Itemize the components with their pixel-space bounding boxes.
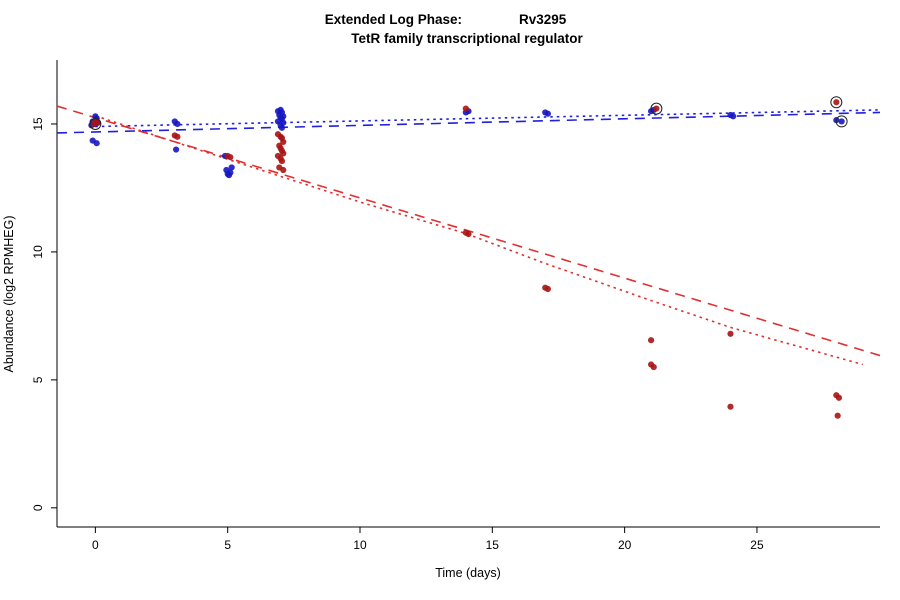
data-point-red bbox=[727, 403, 734, 410]
data-point-red bbox=[280, 150, 287, 157]
data-point-red bbox=[227, 154, 234, 161]
outlier-circle bbox=[89, 117, 102, 130]
x-tick-label: 0 bbox=[92, 538, 99, 552]
fit-line-red-dashed bbox=[56, 105, 881, 357]
data-point-red bbox=[278, 157, 286, 165]
data-point-blue bbox=[544, 110, 551, 117]
data-point-blue bbox=[838, 118, 845, 125]
fit-line-blue-dashed bbox=[56, 111, 881, 134]
data-point-red bbox=[653, 105, 660, 112]
chart-title-left: Extended Log Phase: bbox=[325, 12, 462, 27]
x-tick-label: 15 bbox=[486, 538, 500, 552]
data-point-red bbox=[544, 285, 551, 293]
data-point-red bbox=[90, 120, 98, 128]
data-point-blue bbox=[174, 120, 181, 128]
data-point-red bbox=[465, 230, 472, 238]
y-tick-label: 5 bbox=[31, 376, 45, 383]
data-point-red bbox=[174, 133, 181, 140]
data-point-blue bbox=[228, 164, 235, 171]
data-point-red bbox=[462, 105, 469, 112]
data-point-red bbox=[280, 138, 287, 145]
data-point-red bbox=[650, 363, 657, 371]
data-point-red bbox=[834, 412, 841, 419]
x-tick-label: 10 bbox=[353, 538, 367, 552]
data-point-red bbox=[833, 99, 840, 106]
data-point-blue bbox=[278, 124, 286, 131]
data-point-red bbox=[647, 337, 655, 344]
data-point-blue bbox=[93, 140, 100, 147]
outlier-circle bbox=[830, 96, 843, 109]
y-tick-label: 10 bbox=[31, 245, 45, 259]
y-tick-label: 0 bbox=[31, 504, 45, 511]
data-point-blue bbox=[172, 146, 180, 153]
y-tick-label: 15 bbox=[31, 117, 45, 131]
series-red bbox=[90, 99, 843, 419]
x-tick-label: 5 bbox=[224, 538, 231, 552]
outlier-circle bbox=[835, 115, 848, 128]
y-axis-label: Abundance (log2 RPMHEG) bbox=[2, 215, 16, 372]
data-point-red bbox=[280, 166, 287, 174]
x-axis-label: Time (days) bbox=[435, 566, 501, 580]
chart-subtitle: TetR family transcriptional regulator bbox=[351, 31, 583, 46]
data-point-blue bbox=[730, 113, 737, 120]
series-blue bbox=[88, 106, 845, 179]
outlier-circle bbox=[650, 102, 663, 115]
data-point-red bbox=[835, 394, 843, 401]
fit-line-blue-dotted bbox=[95, 109, 881, 128]
data-point-blue bbox=[227, 169, 234, 176]
data-point-red bbox=[727, 330, 734, 337]
fit-line-red-dotted bbox=[95, 115, 864, 366]
x-tick-label: 20 bbox=[618, 538, 632, 552]
x-tick-label: 25 bbox=[750, 538, 764, 552]
chart-title-gene: Rv3295 bbox=[519, 12, 567, 27]
